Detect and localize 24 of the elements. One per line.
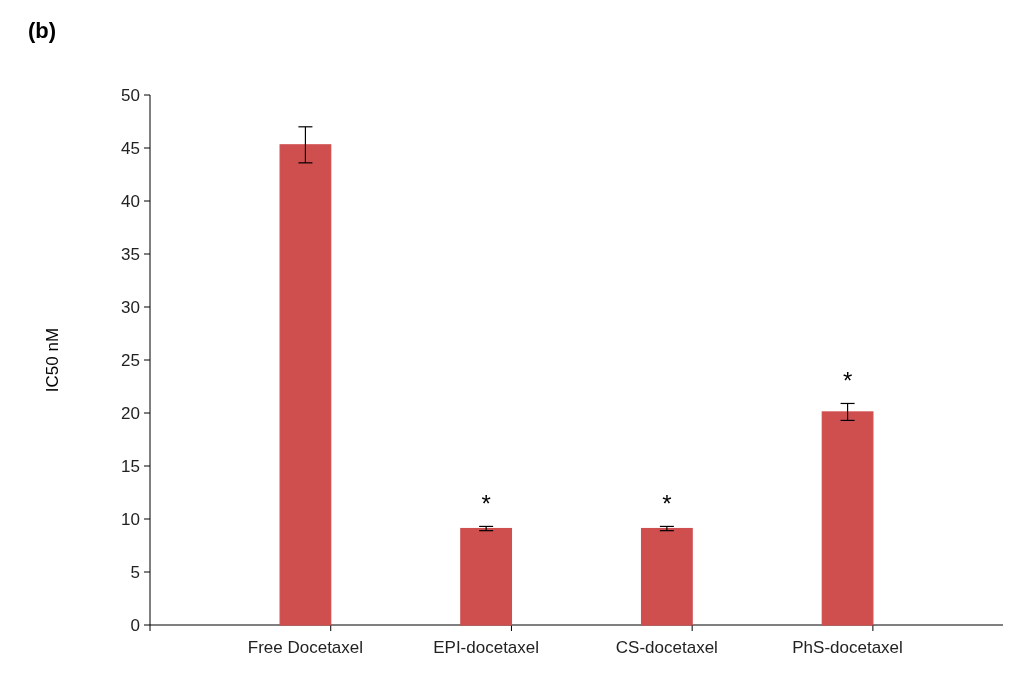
bar [279, 144, 332, 626]
y-tick-label: 25 [121, 350, 140, 370]
y-tick-label: 0 [130, 615, 140, 635]
annotation: * [842, 367, 853, 395]
x-tick-label: EPI-docetaxel [433, 638, 540, 657]
y-tick-label: 40 [121, 191, 140, 211]
x-tick-label: PhS-docetaxel [792, 638, 903, 657]
y-tick-label: 10 [121, 509, 140, 529]
y-axis-title: IC50 nM [43, 327, 62, 393]
annotation: * [481, 490, 491, 518]
y-tick-label: 35 [121, 244, 140, 264]
x-tick-label: Free Docetaxel [247, 638, 364, 657]
bar [640, 527, 693, 626]
y-tick-label: 30 [121, 297, 140, 317]
annotation: * [662, 490, 672, 518]
x-tick-label: CS-docetaxel [615, 638, 718, 657]
bar [460, 527, 513, 626]
y-tick-label: 15 [121, 456, 140, 476]
y-tick-label: 45 [121, 138, 140, 158]
y-tick-label: 20 [121, 403, 140, 423]
y-tick-label: 5 [130, 562, 140, 582]
bar [821, 411, 874, 626]
y-tick-label: 50 [121, 85, 140, 105]
chart-title: (b) [28, 18, 57, 43]
